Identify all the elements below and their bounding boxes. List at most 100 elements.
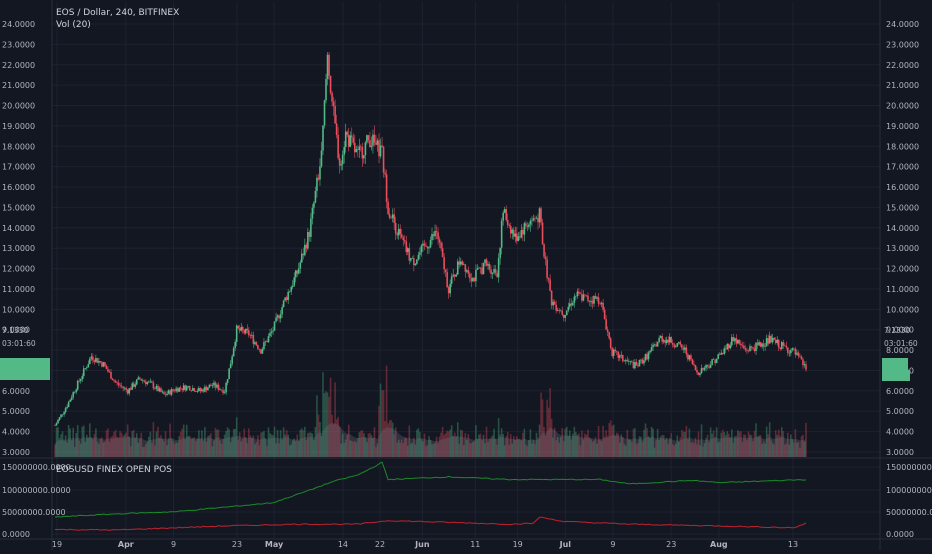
volume-bar — [699, 445, 701, 457]
candle-body — [770, 335, 772, 343]
candle-body — [199, 387, 202, 392]
volume-bar — [529, 429, 532, 457]
volume-bar — [784, 444, 786, 457]
candle-body — [732, 337, 735, 341]
volume-bar — [322, 372, 324, 457]
symbol-title: EOS / Dollar, 240, BITFINEX — [56, 8, 180, 18]
volume-bar — [687, 439, 689, 457]
candle-body — [163, 391, 165, 395]
volume-bar — [547, 407, 550, 457]
volume-bar — [593, 440, 595, 457]
candle-body — [684, 347, 686, 350]
volume-bar — [267, 427, 270, 457]
candle-body — [718, 354, 721, 355]
volume-bar — [258, 445, 261, 457]
candle-body — [805, 364, 807, 370]
volume-bar — [600, 441, 603, 457]
candle-body — [178, 387, 180, 392]
left-volume-tag — [0, 358, 50, 380]
volume-bar — [266, 445, 268, 457]
volume-bar — [234, 428, 236, 457]
volume-bar — [788, 444, 791, 457]
candle-body — [776, 339, 779, 344]
candle-body — [496, 273, 498, 278]
volume-bar — [532, 439, 535, 457]
volume-bar — [347, 424, 350, 457]
volume-bar — [158, 437, 161, 457]
volume-bar — [296, 434, 299, 457]
volume-bar — [408, 425, 411, 457]
volume-bar — [400, 439, 403, 457]
sub-right-tick: 100000000.0000 — [886, 486, 932, 495]
volume-bar — [329, 377, 332, 457]
candle-body — [720, 352, 723, 355]
candle-body — [131, 383, 134, 390]
candle-body — [750, 346, 753, 348]
candle-body — [304, 244, 306, 256]
candle-body — [790, 350, 792, 354]
candle-body — [479, 267, 482, 269]
volume-bar — [323, 393, 326, 457]
candle-body — [116, 382, 118, 384]
volume-bar — [596, 443, 598, 457]
volume-bar — [441, 426, 444, 457]
candle-body — [568, 303, 571, 307]
candle-body — [553, 301, 556, 305]
candle-body — [626, 359, 629, 362]
candle-body — [572, 302, 574, 306]
candle-body — [481, 267, 483, 275]
candle-body — [567, 306, 570, 311]
volume-bar — [419, 431, 421, 457]
candle-body — [597, 297, 600, 304]
left-price-tick: 16.0000 — [2, 183, 35, 192]
volume-bar — [484, 443, 486, 457]
candle-body — [285, 297, 288, 300]
volume-bar — [145, 444, 147, 457]
volume-bar — [304, 426, 306, 457]
candle-body — [344, 131, 347, 148]
candle-body — [547, 277, 550, 280]
volume-bar — [768, 422, 771, 457]
volume-bar — [758, 435, 760, 457]
candle-body — [172, 389, 174, 391]
volume-bar — [755, 423, 757, 457]
candle-body — [182, 385, 185, 390]
candle-body — [558, 310, 560, 312]
volume-bar — [179, 431, 182, 457]
volume-bar — [123, 434, 126, 457]
candle-body — [170, 389, 173, 395]
candle-body — [291, 285, 294, 288]
volume-bar — [534, 444, 536, 457]
volume-bar — [753, 430, 756, 457]
candle-body — [803, 364, 806, 366]
candle-body — [741, 345, 744, 346]
volume-bar — [148, 436, 150, 457]
volume-bar — [325, 391, 327, 457]
right-current-price-text: 7.1330 — [884, 326, 910, 335]
volume-bar — [251, 437, 253, 457]
candle-body — [709, 364, 712, 368]
candle-body — [213, 382, 215, 386]
candle-body — [434, 230, 436, 237]
volume-bar — [357, 438, 359, 457]
candle-body — [75, 389, 77, 393]
candle-body — [602, 302, 604, 310]
volume-bar — [432, 443, 435, 457]
candle-body — [160, 388, 162, 393]
volume-bar — [797, 442, 800, 457]
left-price-tick: 6.0000 — [2, 387, 30, 396]
volume-bar — [803, 441, 806, 457]
candle-body — [252, 334, 255, 344]
volume-bar — [278, 443, 280, 457]
volume-bar — [287, 434, 289, 457]
candle-body — [255, 342, 258, 346]
candle-body — [414, 263, 417, 266]
candle-body — [266, 341, 268, 343]
volume-bar — [232, 429, 235, 457]
volume-bar — [555, 440, 557, 457]
candle-body — [668, 336, 671, 343]
volume-bar — [163, 441, 165, 457]
volume-bar — [662, 435, 665, 457]
